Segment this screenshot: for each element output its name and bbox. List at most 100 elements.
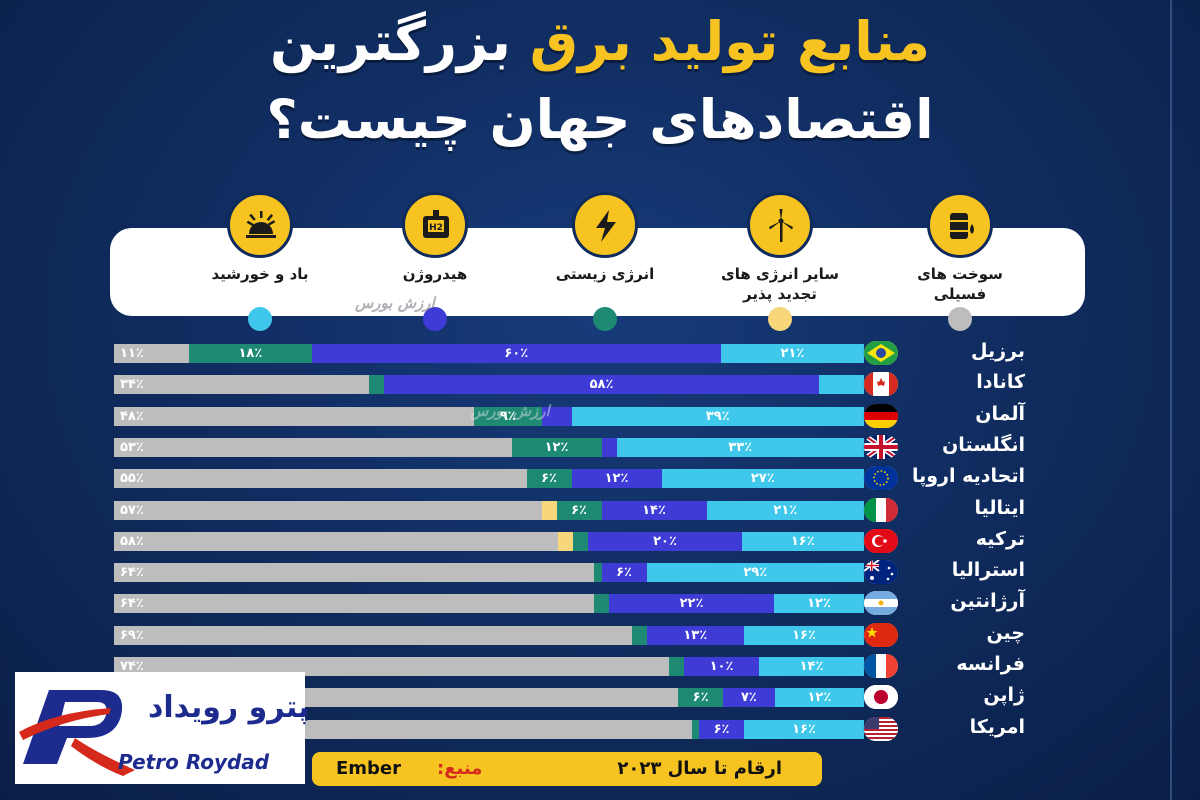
bar-segment-wind_solar: ۳۹٪: [571, 406, 864, 426]
bar-segment-fossil: [114, 469, 527, 489]
argentina-flag-icon: [864, 591, 898, 616]
brazil-flag-icon: [864, 341, 898, 365]
data-label-fossil: ۵۵٪: [120, 471, 144, 487]
chart-row: ۹٪ ۳۹٪ ۴۸٪ آلمان: [0, 399, 1200, 431]
bar-segment-bio: [573, 531, 589, 551]
stacked-bar: ۲۲٪ ۱۲٪ ۶۴٪: [114, 594, 864, 614]
bar-segment-fossil: [114, 625, 632, 645]
bar-segment-wind_solar: ۱۲٪: [774, 688, 864, 708]
category-label: آرژانتین: [950, 590, 1025, 613]
bar-segment-hydro: ۲۲٪: [609, 594, 774, 614]
logo: [15, 672, 305, 784]
data-label: ۱۴٪: [642, 502, 666, 518]
bar-segment-wind_solar: ۱۲٪: [774, 594, 864, 614]
bar-segment-bio: ۹٪: [474, 406, 542, 426]
uk-flag-icon: [864, 434, 898, 459]
source-value: Ember: [336, 758, 402, 779]
bar-segment-wind_solar: ۱۶٪: [744, 719, 864, 739]
data-label: ۷٪: [740, 690, 757, 706]
legend-swatch: [423, 307, 447, 331]
data-label: ۲۱٪: [780, 346, 805, 361]
stacked-bar: ۶٪ ۲۹٪ ۶۴٪: [114, 563, 864, 583]
data-label: ۱۴٪: [799, 659, 824, 674]
category-label: ایتالیا: [974, 496, 1025, 519]
legend-label: انرژی زیستی: [555, 265, 655, 283]
category-label: استرالیا: [951, 559, 1025, 582]
logo-text-fa: پترو رویداد: [148, 690, 310, 725]
source-note: ارقام تا سال ۲۰۲۳: [617, 758, 782, 779]
bar-segment-wind_solar: ۲۹٪: [646, 563, 864, 583]
bar-segment-fossil: [114, 406, 474, 426]
legend-swatch: [593, 307, 617, 331]
canada-flag-icon: [864, 372, 898, 397]
category-label: کانادا: [976, 371, 1025, 394]
chart-row: ۱۸٪ ۶۰٪ ۲۱٪ ۱۱٪ برزیل: [0, 336, 1200, 368]
bar-segment-fossil: [114, 375, 369, 395]
stacked-bar: ۲۰٪ ۱۶٪ ۵۸٪: [114, 531, 864, 551]
data-label: ۶٪: [692, 690, 709, 706]
source-label: منبع:: [437, 758, 483, 779]
category-label: ژاپن: [983, 684, 1025, 707]
legend-label: سوخت های فسیلی: [917, 265, 1003, 303]
data-label: ۱۶٪: [792, 721, 816, 737]
data-label: ۹٪: [499, 408, 516, 424]
data-label-fossil: ۳۴٪: [120, 377, 144, 393]
data-label: ۱۲٪: [807, 596, 831, 612]
watermark: ارزش بورس: [355, 294, 435, 312]
bar-segment-hydro: ۱۲٪: [571, 469, 662, 489]
category-label: آلمان: [975, 402, 1025, 425]
data-label: ۶٪: [616, 565, 632, 581]
chart-row: ۱۰٪ ۱۴٪ ۷۴٪ فرانسه: [0, 649, 1200, 681]
data-label-fossil: ۵۸٪: [120, 533, 144, 549]
legend-swatch: [248, 307, 272, 331]
category-label: فرانسه: [956, 653, 1025, 675]
logo-text-en: Petro Roydad: [118, 750, 270, 774]
bar-segment-wind_solar: ۲۱٪: [720, 344, 864, 363]
source-bar: ارقام تا سال ۲۰۲۳ منبع: Ember: [312, 752, 822, 786]
data-label-fossil: ۴۸٪: [120, 408, 144, 424]
bar-segment-other_renew: [541, 500, 557, 520]
chart-row: ۶٪ ۱۲٪ ۲۷٪ ۵۵٪ اتحادیه اروپا: [0, 461, 1200, 493]
legend: سوخت های فسیلی سایر انرژی های تجدید پذیر ا…: [110, 192, 1085, 331]
stacked-bar: ۶٪ ۱۴٪ ۲۱٪ ۵۷٪: [114, 500, 864, 520]
stacked-bar: ۱۲٪ ۳۳٪ ۵۳٪: [114, 437, 864, 457]
category-label: چین: [986, 621, 1025, 644]
stacked-bar: ۹٪ ۳۹٪ ۴۸٪: [114, 406, 864, 426]
bar-segment-hydro: ۶٪: [699, 719, 744, 739]
bar-segment-wind_solar: [819, 375, 864, 395]
bar-segment-hydro: ۶٪: [601, 563, 647, 583]
bar-segment-hydro: [541, 406, 572, 426]
category-label: ترکیه: [975, 527, 1025, 550]
data-label-fossil: ۵۷٪: [120, 502, 144, 518]
usa-flag-icon: [864, 716, 898, 741]
bar-segment-hydro: ۱۴٪: [601, 500, 707, 520]
bar-segment-hydro: ۱۳٪: [646, 625, 744, 645]
category-label: انگلستان: [942, 433, 1025, 456]
data-label-fossil: ۵۳٪: [120, 439, 144, 455]
data-label: ۱۶٪: [792, 627, 816, 643]
data-label: ۲۹٪: [743, 565, 768, 581]
legend-label: هیدروژن: [402, 265, 468, 283]
bar-segment-bio: ۱۸٪: [189, 344, 312, 363]
bar-segment-bio: ۶٪: [526, 469, 572, 489]
data-label: ۱۰٪: [709, 659, 734, 674]
data-label-fossil: ۶۴٪: [120, 565, 144, 581]
bar-segment-wind_solar: ۱۴٪: [759, 657, 864, 676]
wind-turbine-icon: [747, 192, 813, 258]
data-label: ۶٪: [541, 471, 557, 487]
bar-segment-bio: ۶٪: [556, 500, 602, 520]
category-label: اتحادیه اروپا: [911, 465, 1025, 488]
data-label: ۳۳٪: [728, 439, 753, 455]
category-label: امریکا: [969, 715, 1025, 738]
france-flag-icon: [864, 654, 898, 678]
japan-flag-icon: [864, 685, 898, 710]
bar-segment-fossil: [114, 531, 558, 551]
stacked-bar: ۶٪ ۱۲٪ ۲۷٪ ۵۵٪: [114, 469, 864, 489]
eu-flag-icon: [864, 466, 898, 491]
australia-flag-icon: [864, 560, 898, 585]
data-label: ۲۷٪: [750, 471, 775, 487]
bar-segment-bio: [691, 719, 699, 739]
legend-swatch: [768, 307, 792, 331]
category-label: برزیل: [971, 340, 1025, 362]
bar-segment-fossil: [114, 594, 594, 614]
